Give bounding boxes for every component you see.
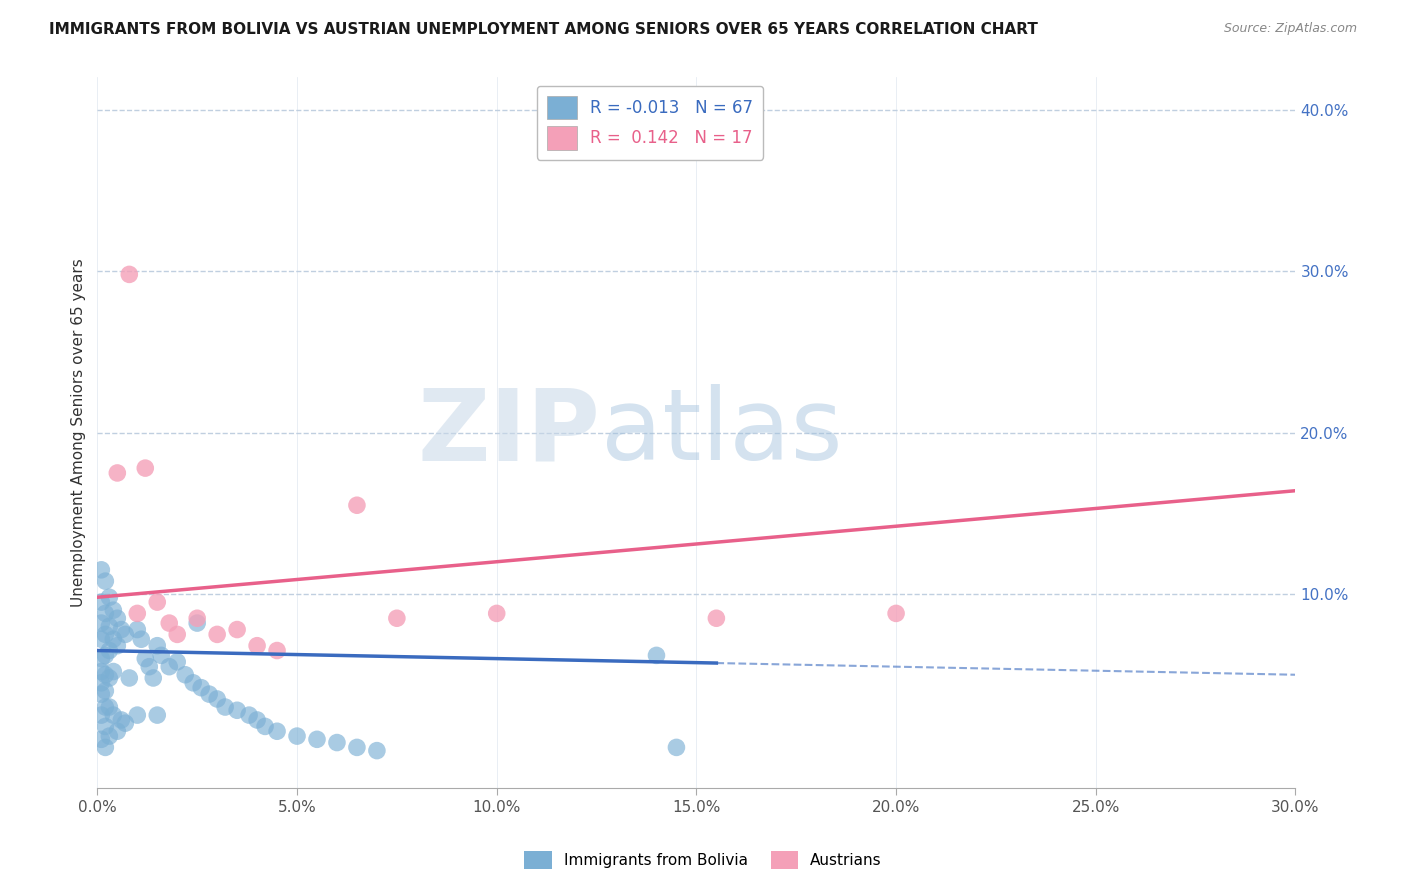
- Point: [305, 732, 328, 747]
- Point: [103, 632, 125, 647]
- Point: [246, 639, 269, 653]
- Point: [214, 700, 236, 714]
- Point: [706, 611, 728, 625]
- Point: [94, 700, 117, 714]
- Point: [103, 665, 125, 679]
- Point: [150, 648, 173, 663]
- Point: [134, 461, 156, 475]
- Point: [485, 607, 508, 621]
- Point: [884, 607, 907, 621]
- Point: [98, 729, 121, 743]
- Point: [181, 675, 204, 690]
- Point: [98, 700, 121, 714]
- Point: [90, 665, 112, 679]
- Point: [90, 563, 112, 577]
- Point: [146, 639, 169, 653]
- Point: [105, 639, 128, 653]
- Point: [198, 687, 221, 701]
- Point: [90, 632, 112, 647]
- Point: [326, 735, 349, 749]
- Point: [190, 681, 212, 695]
- Point: [98, 671, 121, 685]
- Point: [205, 692, 228, 706]
- Point: [385, 611, 408, 625]
- Point: [103, 708, 125, 723]
- Y-axis label: Unemployment Among Seniors over 65 years: Unemployment Among Seniors over 65 years: [72, 258, 86, 607]
- Point: [146, 708, 169, 723]
- Point: [90, 708, 112, 723]
- Point: [226, 623, 249, 637]
- Text: IMMIGRANTS FROM BOLIVIA VS AUSTRIAN UNEMPLOYMENT AMONG SENIORS OVER 65 YEARS COR: IMMIGRANTS FROM BOLIVIA VS AUSTRIAN UNEM…: [49, 22, 1038, 37]
- Point: [105, 466, 128, 480]
- Legend: Immigrants from Bolivia, Austrians: Immigrants from Bolivia, Austrians: [517, 845, 889, 875]
- Point: [94, 719, 117, 733]
- Point: [146, 595, 169, 609]
- Point: [205, 627, 228, 641]
- Point: [118, 268, 141, 282]
- Legend: R = -0.013   N = 67, R =  0.142   N = 17: R = -0.013 N = 67, R = 0.142 N = 17: [537, 86, 763, 160]
- Point: [174, 667, 197, 681]
- Point: [90, 732, 112, 747]
- Point: [166, 627, 188, 641]
- Point: [665, 740, 688, 755]
- Text: ZIP: ZIP: [418, 384, 600, 481]
- Point: [105, 611, 128, 625]
- Point: [134, 651, 156, 665]
- Point: [90, 616, 112, 631]
- Point: [129, 632, 152, 647]
- Point: [238, 708, 260, 723]
- Point: [166, 655, 188, 669]
- Point: [254, 719, 277, 733]
- Point: [94, 740, 117, 755]
- Point: [127, 623, 149, 637]
- Text: atlas: atlas: [600, 384, 842, 481]
- Point: [90, 651, 112, 665]
- Point: [98, 591, 121, 605]
- Point: [157, 616, 180, 631]
- Point: [94, 648, 117, 663]
- Point: [94, 684, 117, 698]
- Point: [226, 703, 249, 717]
- Point: [105, 724, 128, 739]
- Point: [266, 643, 288, 657]
- Point: [98, 619, 121, 633]
- Point: [110, 623, 132, 637]
- Point: [94, 667, 117, 681]
- Point: [114, 627, 136, 641]
- Text: Source: ZipAtlas.com: Source: ZipAtlas.com: [1223, 22, 1357, 36]
- Point: [90, 595, 112, 609]
- Point: [110, 713, 132, 727]
- Point: [103, 603, 125, 617]
- Point: [94, 627, 117, 641]
- Point: [138, 659, 160, 673]
- Point: [246, 713, 269, 727]
- Point: [90, 687, 112, 701]
- Point: [186, 611, 208, 625]
- Point: [266, 724, 288, 739]
- Point: [114, 716, 136, 731]
- Point: [98, 643, 121, 657]
- Point: [142, 671, 165, 685]
- Point: [285, 729, 308, 743]
- Point: [157, 659, 180, 673]
- Point: [186, 616, 208, 631]
- Point: [366, 744, 388, 758]
- Point: [346, 740, 368, 755]
- Point: [94, 574, 117, 588]
- Point: [645, 648, 668, 663]
- Point: [346, 498, 368, 512]
- Point: [127, 708, 149, 723]
- Point: [127, 607, 149, 621]
- Point: [118, 671, 141, 685]
- Point: [90, 675, 112, 690]
- Point: [94, 607, 117, 621]
